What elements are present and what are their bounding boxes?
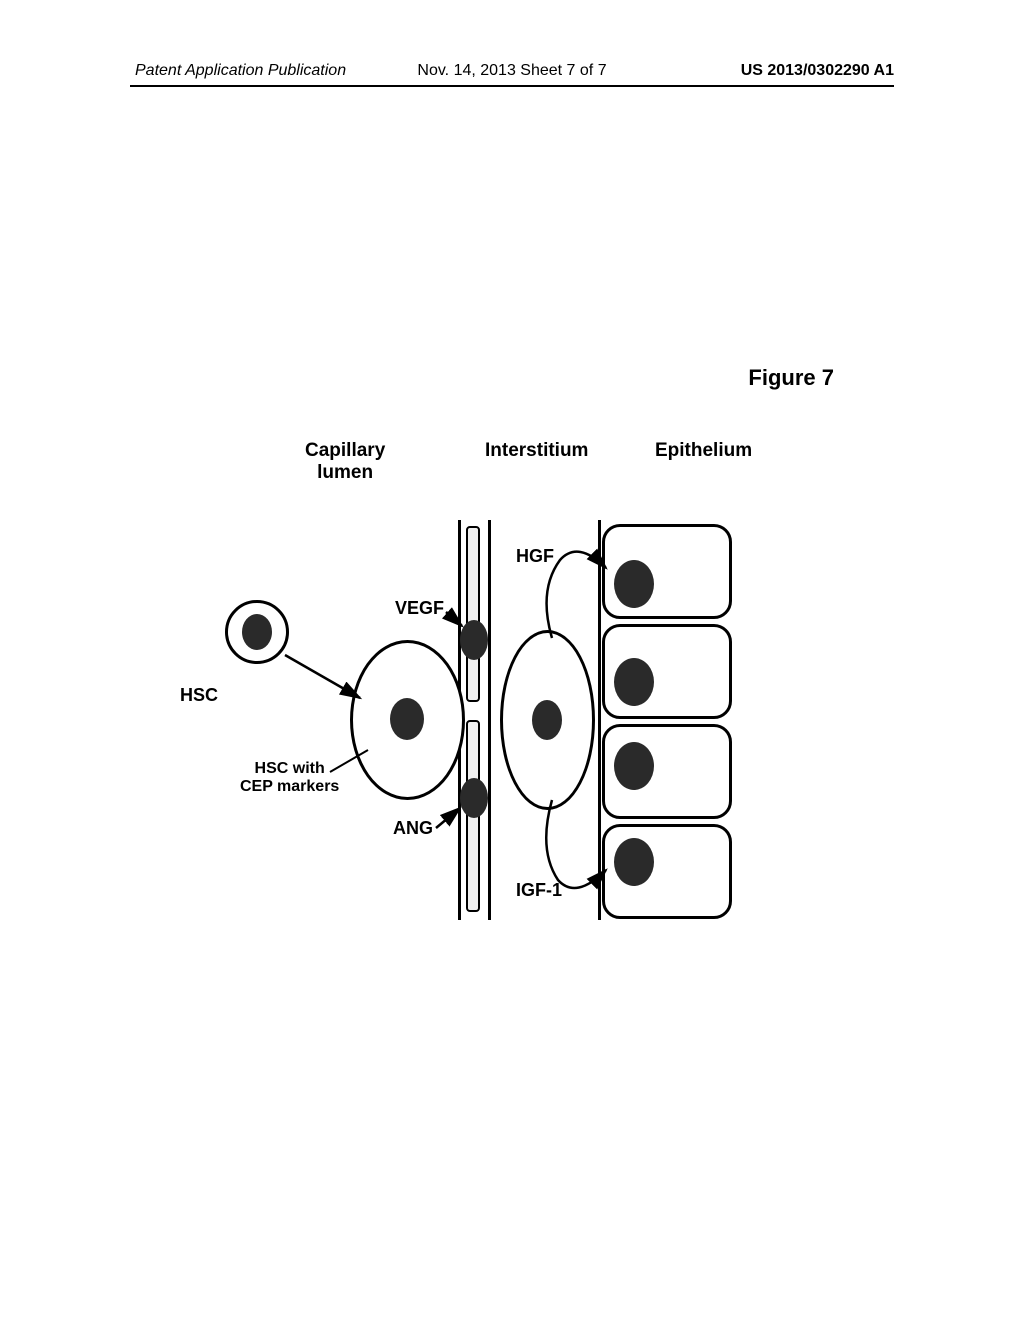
- header-publication: Patent Application Publication: [135, 62, 346, 80]
- epi-nucleus-2: [614, 658, 654, 706]
- vegf-label: VEGF: [395, 598, 444, 619]
- header-sheet: Nov. 14, 2013 Sheet 7 of 7: [417, 62, 606, 80]
- page-header: Patent Application Publication Nov. 14, …: [0, 62, 1024, 80]
- ang-label: ANG: [393, 818, 433, 839]
- interstitial-nucleus: [532, 700, 562, 740]
- figure-title: Figure 7: [748, 365, 834, 391]
- epi-nucleus-3: [614, 742, 654, 790]
- col-interstitium-label: Interstitium: [485, 440, 588, 462]
- hsc-cep-nucleus: [390, 698, 424, 740]
- epi-nucleus-1: [614, 560, 654, 608]
- hsc-nucleus: [242, 614, 272, 650]
- epi-nucleus-4: [614, 838, 654, 886]
- col-capillary-label: Capillary lumen: [305, 440, 385, 484]
- endo-nucleus-bottom: [460, 778, 488, 818]
- header-rule: [130, 85, 894, 87]
- basement-line: [598, 520, 601, 920]
- wall-rect-top: [466, 526, 480, 702]
- col-epithelium-label: Epithelium: [655, 440, 752, 462]
- hsc-cep-label: HSC with CEP markers: [240, 760, 339, 797]
- igf1-label: IGF-1: [516, 880, 562, 901]
- hgf-label: HGF: [516, 546, 554, 567]
- header-patent-number: US 2013/0302290 A1: [741, 62, 894, 80]
- hsc-label: HSC: [180, 685, 218, 706]
- figure-diagram: Capillary lumen Interstitium Epithelium …: [200, 440, 820, 920]
- endo-nucleus-top: [460, 620, 488, 660]
- capillary-wall-line-right: [488, 520, 491, 920]
